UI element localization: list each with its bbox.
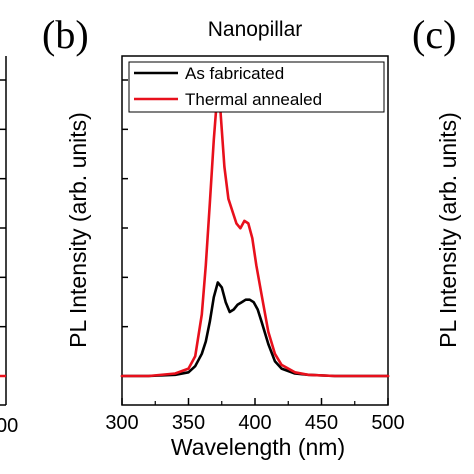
left-panel-fragment: 00 bbox=[0, 56, 18, 437]
chart-title: Nanopillar bbox=[208, 18, 303, 41]
x-tick-label-400: 400 bbox=[238, 412, 271, 434]
y-axis-label: PL Intensity (arb. units) bbox=[65, 112, 91, 348]
x-tick-label-450: 450 bbox=[305, 412, 338, 434]
x-axis-label: Wavelength (nm) bbox=[171, 434, 345, 460]
x-tick-label-300: 300 bbox=[105, 412, 138, 434]
left-panel-ticks bbox=[0, 79, 6, 377]
x-tick-label-350: 350 bbox=[172, 412, 205, 434]
panel-label-b: (b) bbox=[42, 12, 89, 57]
legend-box bbox=[128, 61, 385, 113]
legend-label-as-fabricated: As fabricated bbox=[185, 64, 284, 83]
x-tick-labels: 300 350 400 450 500 bbox=[105, 412, 404, 434]
left-panel-tick-label: 00 bbox=[0, 415, 18, 437]
axis-ticks bbox=[121, 79, 389, 405]
series-line-thermal-annealed bbox=[120, 86, 390, 378]
series-line-as-fabricated bbox=[120, 281, 390, 378]
right-panel-y-axis-label: PL Intensity (arb. units) bbox=[435, 112, 461, 348]
legend: As fabricated Thermal annealed bbox=[128, 61, 385, 113]
legend-label-thermal-annealed: Thermal annealed bbox=[185, 90, 322, 109]
series-layer bbox=[120, 86, 390, 378]
panel-label-c: (c) bbox=[412, 12, 456, 57]
x-tick-label-500: 500 bbox=[371, 412, 404, 434]
